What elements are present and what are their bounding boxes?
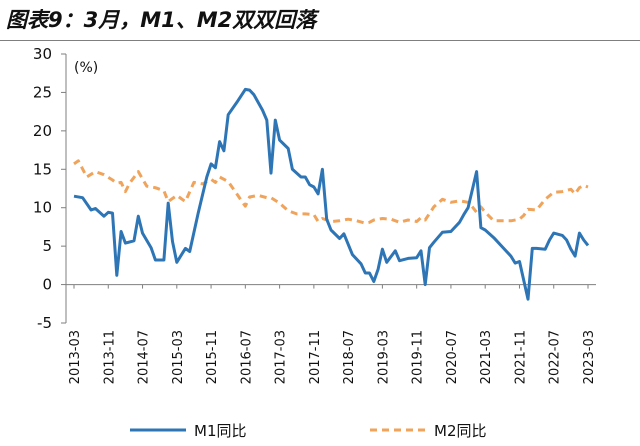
chart-axes: -5 0 5 10 15 20 25 30 (%) 2013-03 2013-11 2014-07 20… [33, 45, 597, 384]
x-tick-label: 2015-03 [171, 330, 186, 384]
y-tick-label: 20 [33, 122, 52, 140]
series-line-m2 [73, 159, 589, 225]
x-tick-label: 2016-07 [239, 330, 254, 384]
y-tick-label: 10 [33, 199, 52, 217]
y-tick-label: 0 [42, 276, 52, 294]
chart-series [73, 87, 590, 301]
legend-label-m1: M1同比 [194, 422, 247, 440]
x-tick-label: 2013-11 [102, 330, 117, 384]
legend-label-m2: M2同比 [434, 422, 487, 440]
y-tick-label: 5 [42, 237, 52, 255]
x-tick-label: 2019-03 [376, 330, 391, 384]
y-tick-label: -5 [37, 314, 52, 332]
y-tick-label: 25 [33, 83, 52, 101]
x-tick-label: 2017-11 [308, 330, 323, 384]
series-line-m1 [73, 87, 590, 301]
title-divider [0, 40, 640, 41]
x-tick-label: 2023-03 [582, 330, 597, 384]
chart-legend: M1同比 M2同比 [130, 422, 487, 440]
x-tick-label: 2021-11 [513, 330, 528, 384]
chart-title: 图表9：3月，M1、M2双双回落 [6, 8, 317, 32]
x-tick-label: 2014-07 [137, 330, 152, 384]
x-tick-label: 2017-03 [274, 330, 289, 384]
y-unit-label: (%) [74, 60, 98, 76]
y-tick-label: 30 [33, 45, 52, 63]
x-tick-label: 2021-03 [479, 330, 494, 384]
x-tick-label: 2019-11 [411, 330, 426, 384]
x-tick-label: 2020-07 [445, 330, 460, 384]
x-tick-label: 2013-03 [68, 330, 83, 384]
y-tick-label: 15 [33, 160, 52, 178]
x-tick-label: 2022-07 [548, 330, 563, 384]
x-tick-label: 2018-07 [342, 330, 357, 384]
x-tick-label: 2015-11 [205, 330, 220, 384]
